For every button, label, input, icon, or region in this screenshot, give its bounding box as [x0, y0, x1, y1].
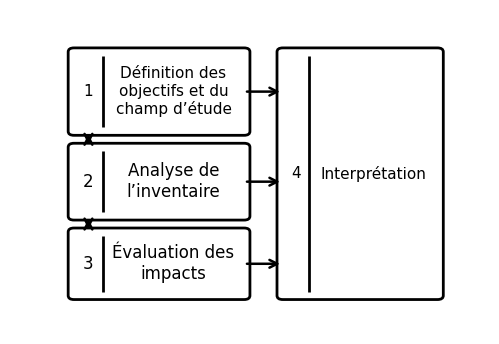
Text: 1: 1 [84, 84, 93, 99]
FancyBboxPatch shape [277, 48, 443, 300]
Text: 4: 4 [291, 166, 301, 181]
Text: Analyse de
l’inventaire: Analyse de l’inventaire [127, 162, 221, 201]
FancyBboxPatch shape [68, 143, 250, 220]
Text: Évaluation des
impacts: Évaluation des impacts [112, 244, 235, 283]
Text: Définition des
objectifs et du
champ d’étude: Définition des objectifs et du champ d’é… [116, 66, 232, 117]
FancyBboxPatch shape [68, 228, 250, 300]
Text: Interprétation: Interprétation [320, 166, 426, 182]
Text: 3: 3 [83, 255, 94, 273]
FancyBboxPatch shape [68, 48, 250, 135]
Text: 2: 2 [83, 173, 94, 191]
